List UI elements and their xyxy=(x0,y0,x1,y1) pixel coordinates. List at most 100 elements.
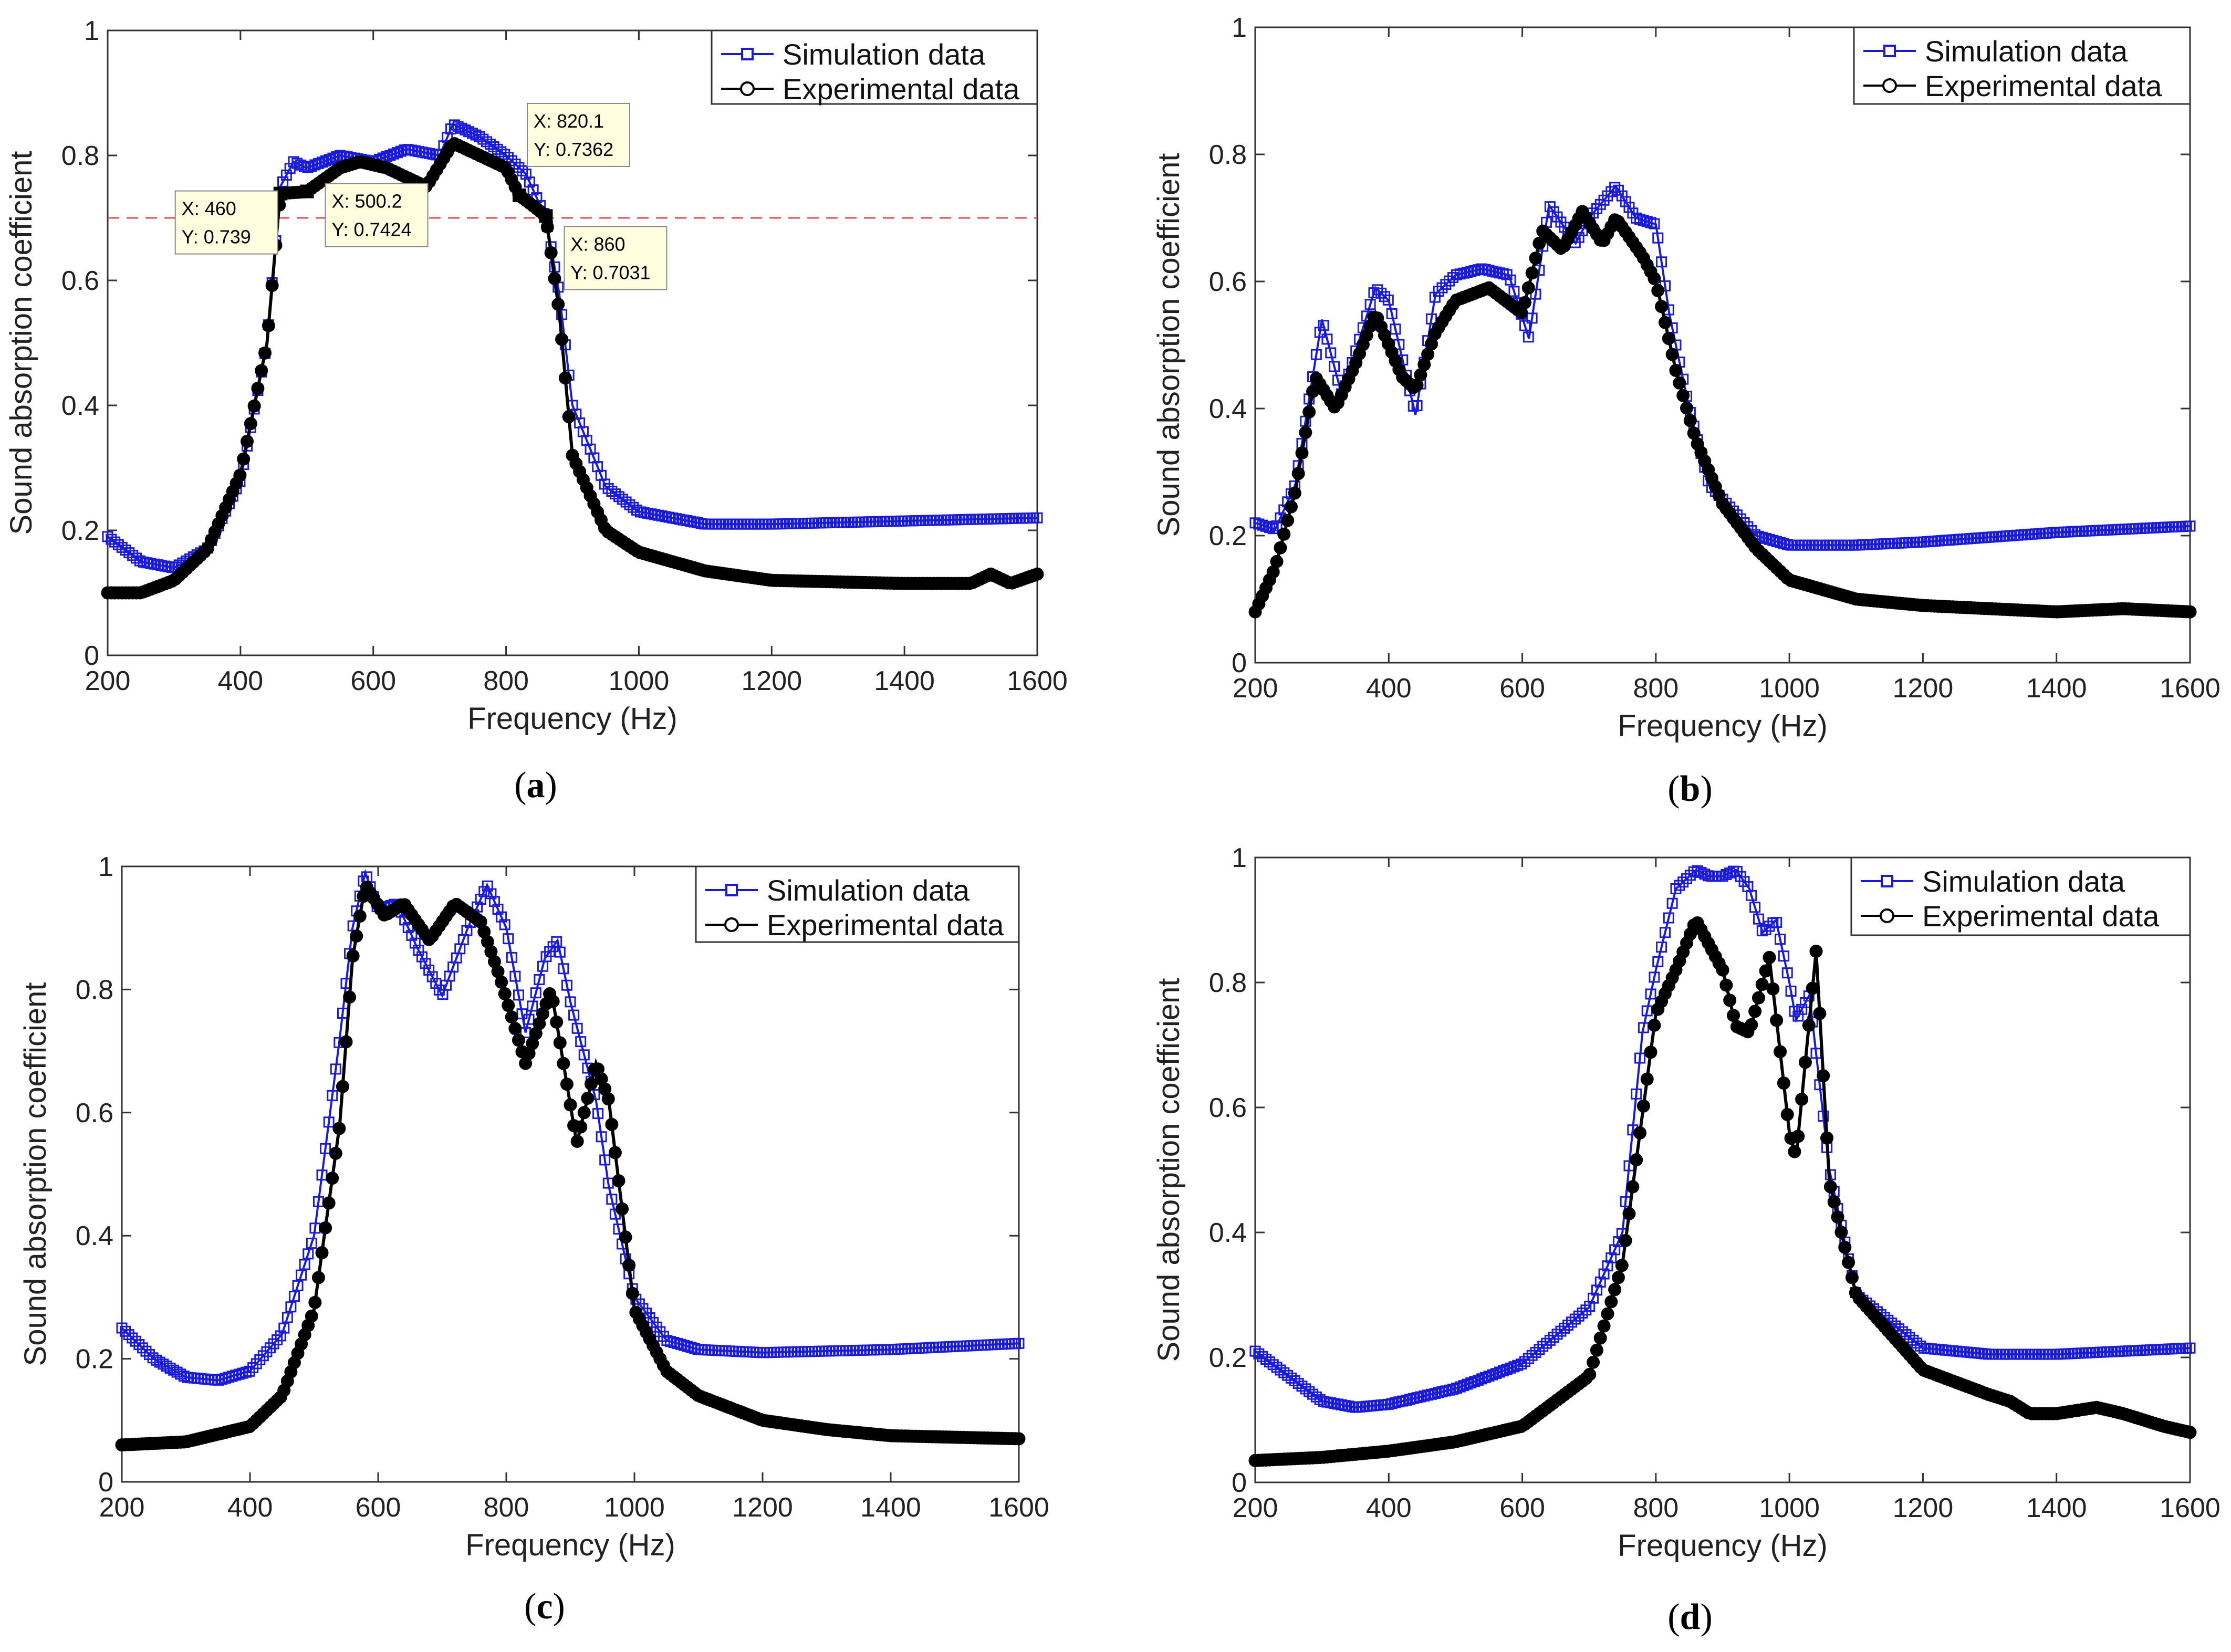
data-point-square xyxy=(631,504,643,516)
data-point-square xyxy=(1544,1334,1556,1346)
data-point-square xyxy=(1688,866,1700,877)
data-point-square xyxy=(296,1269,307,1281)
data-point-circle xyxy=(495,975,508,989)
data-point-square xyxy=(430,978,442,989)
x-tick-label: 1600 xyxy=(2160,1493,2220,1523)
x-tick-label: 1400 xyxy=(860,1492,921,1523)
y-tick-label: 1 xyxy=(98,852,113,882)
data-point-square xyxy=(1519,320,1530,331)
datatip-box: X: 820.1 Y: 0.7362 xyxy=(526,102,630,167)
plot-area-frame xyxy=(107,29,1038,656)
data-point-square xyxy=(178,1371,190,1382)
data-point-circle xyxy=(1630,1153,1643,1167)
y-axis-label: Sound absorption coefficient xyxy=(1152,153,1186,537)
y-tick-label: 0.4 xyxy=(61,391,99,421)
data-point-square xyxy=(689,1343,700,1354)
data-point-circle xyxy=(577,1106,591,1120)
data-point-circle xyxy=(1842,1256,1855,1269)
data-point-square xyxy=(1372,284,1383,296)
data-point-square xyxy=(1472,264,1484,276)
data-point-circle xyxy=(546,995,560,1008)
data-point-square xyxy=(1523,331,1534,343)
data-point-square xyxy=(133,1339,145,1351)
legend-box xyxy=(1853,26,2191,105)
data-point-square xyxy=(1382,294,1394,306)
legend-box xyxy=(711,29,1038,105)
data-point-square xyxy=(509,158,521,170)
data-point-square xyxy=(1411,400,1423,411)
data-point-circle xyxy=(564,1098,577,1112)
data-point-square xyxy=(1314,1394,1326,1405)
legend-swatch-marker xyxy=(741,48,754,60)
data-point-square xyxy=(513,162,525,173)
data-point-square xyxy=(1649,218,1660,229)
panel-letter: a xyxy=(527,765,545,806)
legend-swatch-marker xyxy=(1880,908,1894,923)
data-point-square xyxy=(1447,272,1459,284)
data-point-square xyxy=(1623,202,1635,213)
data-point-circle xyxy=(343,990,357,1004)
data-point-square xyxy=(1631,1088,1642,1100)
datatip-marker xyxy=(512,188,526,202)
data-point-square xyxy=(330,1063,341,1075)
data-point-square xyxy=(1364,299,1376,310)
data-point-square xyxy=(1896,1326,1908,1337)
legend-entry-label: Simulation data xyxy=(1922,865,2125,898)
data-point-square xyxy=(316,156,328,168)
data-point-square xyxy=(384,150,396,161)
data-point-square xyxy=(1487,1369,1498,1381)
data-point-square xyxy=(1249,517,1261,529)
data-point-circle xyxy=(1831,1210,1844,1224)
data-point-circle xyxy=(562,410,576,424)
data-point-circle xyxy=(350,929,363,943)
data-point-circle xyxy=(570,1134,584,1148)
data-point-square xyxy=(1390,323,1401,335)
data-point-square xyxy=(661,1335,673,1346)
data-point-square xyxy=(1253,518,1265,530)
data-point-square xyxy=(449,119,460,131)
data-point-square xyxy=(306,161,317,172)
legend-box xyxy=(695,865,1020,943)
x-tick-label: 200 xyxy=(1233,1493,1278,1523)
panel-letter: c xyxy=(536,1586,552,1627)
data-point-circle xyxy=(1593,1331,1607,1345)
data-point-circle xyxy=(608,1146,622,1159)
data-point-circle xyxy=(1291,467,1305,480)
data-point-square xyxy=(520,169,531,180)
data-point-square xyxy=(1458,267,1469,279)
y-tick-label: 0 xyxy=(98,1467,113,1498)
data-point-circle xyxy=(557,1057,570,1070)
data-point-circle xyxy=(241,434,254,448)
datatip-y-text: Y: 0.739 xyxy=(182,226,251,248)
data-point-square xyxy=(137,1342,148,1354)
data-point-square xyxy=(1656,942,1667,953)
data-point-circle xyxy=(1827,1195,1841,1209)
data-point-square xyxy=(223,1372,235,1383)
data-point-square xyxy=(1645,217,1656,228)
data-point-square xyxy=(1436,282,1448,294)
data-point-square xyxy=(213,1374,224,1386)
data-point-square xyxy=(278,1322,290,1334)
data-point-circle xyxy=(255,364,268,378)
legend-entry-label: Simulation data xyxy=(1925,35,2128,68)
data-point-circle xyxy=(1719,978,1733,992)
data-point-circle xyxy=(551,297,565,311)
legend-box xyxy=(1850,856,2191,936)
data-point-square xyxy=(599,1154,611,1166)
data-point-circle xyxy=(1270,555,1284,568)
data-point-square xyxy=(327,1090,338,1101)
y-tick-label: 1 xyxy=(1232,843,1247,873)
data-point-square xyxy=(1469,1376,1481,1387)
data-point-square xyxy=(1534,1344,1545,1355)
x-tick-label: 200 xyxy=(99,1492,145,1523)
data-point-square xyxy=(323,1116,335,1128)
panel-label: (c) xyxy=(524,1586,565,1627)
x-tick-label: 400 xyxy=(1366,673,1412,704)
data-point-square xyxy=(1631,212,1642,224)
data-point-square xyxy=(313,158,325,169)
data-point-square xyxy=(1397,1395,1409,1407)
data-point-square xyxy=(1516,1358,1527,1370)
